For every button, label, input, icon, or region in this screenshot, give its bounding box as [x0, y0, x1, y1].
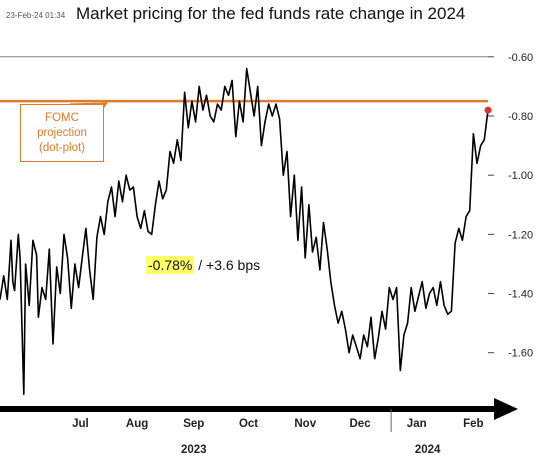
fomc-label-line1: FOMC: [45, 111, 79, 124]
timestamp: 23-Feb-24 01:34: [6, 11, 66, 20]
x-year-label: 2024: [415, 444, 441, 456]
x-month-label: Dec: [350, 418, 372, 430]
x-month-label: Jul: [72, 418, 89, 430]
y-tick-label: -1.20: [508, 229, 533, 241]
y-tick-label: -0.80: [508, 111, 533, 123]
fomc-projection-label: FOMC projection (dot-plot): [20, 104, 104, 162]
x-month-label: Nov: [294, 418, 316, 430]
x-month-label: Sep: [183, 418, 204, 430]
latest-value-annotation: -0.78% / +3.6 bps: [146, 256, 261, 274]
y-tick-label: -1.40: [508, 289, 533, 301]
x-axis-arrowhead: [494, 398, 518, 420]
latest-value-highlight: -0.78%: [146, 256, 195, 274]
chart-title: Market pricing for the fed funds rate ch…: [76, 4, 466, 23]
fomc-label-line2: projection: [37, 126, 87, 139]
rate-pricing-line: [0, 67, 489, 396]
latest-change: +3.6 bps: [206, 257, 261, 273]
x-month-label: Oct: [239, 418, 258, 430]
latest-point-marker: [484, 106, 492, 114]
y-tick-label: -0.60: [508, 52, 533, 64]
y-tick-label: -1.00: [508, 170, 533, 182]
fomc-label-line3: (dot-plot): [38, 141, 86, 154]
x-month-label: Aug: [126, 418, 148, 430]
x-year-label: 2023: [181, 444, 207, 456]
x-month-label: Jan: [407, 418, 427, 430]
y-tick-label: -1.60: [508, 348, 533, 360]
x-month-label: Feb: [463, 418, 483, 430]
annotation-separator: /: [194, 257, 207, 273]
